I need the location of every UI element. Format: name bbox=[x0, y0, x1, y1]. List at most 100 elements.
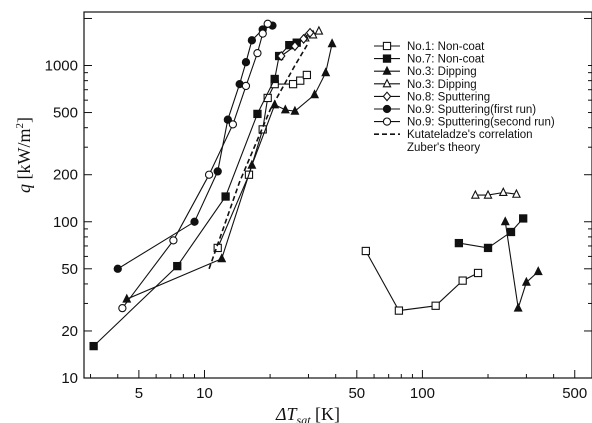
series-layer bbox=[89, 19, 543, 351]
legend-label: No.9: Sputtering(second run) bbox=[407, 117, 555, 129]
plot-frame bbox=[83, 11, 592, 379]
legend-item: No.7: Non-coat bbox=[374, 54, 485, 66]
series-1 bbox=[213, 70, 483, 315]
axis-ticks bbox=[84, 17, 592, 379]
x-axis-title-main: ΔT bbox=[275, 404, 299, 423]
legend-label: No.1: Non-coat bbox=[407, 41, 485, 53]
legend-marker bbox=[382, 117, 392, 126]
data-point bbox=[394, 306, 404, 315]
legend-marker bbox=[382, 54, 392, 63]
series-3 bbox=[122, 38, 543, 312]
data-point bbox=[247, 36, 257, 45]
data-point bbox=[270, 74, 279, 84]
data-point bbox=[500, 216, 510, 226]
data-point bbox=[118, 303, 127, 313]
data-point bbox=[498, 187, 508, 197]
y-tick-label: 50 bbox=[61, 261, 78, 278]
data-point bbox=[217, 253, 227, 263]
legend-item: No.8: Sputtering bbox=[374, 91, 490, 103]
data-point bbox=[533, 266, 543, 276]
data-point bbox=[190, 217, 199, 226]
legend-marker bbox=[382, 41, 392, 51]
x-axis-title: ΔTsat [K] bbox=[275, 404, 340, 423]
y-axis-title-sup: 2 bbox=[14, 123, 26, 129]
legend-marker bbox=[382, 65, 392, 75]
data-point bbox=[258, 29, 267, 38]
data-point bbox=[263, 19, 272, 28]
legend-label: No.3: Dipping bbox=[407, 79, 477, 91]
y-tick-label: 500 bbox=[53, 105, 78, 122]
x-tick-label: 500 bbox=[562, 385, 587, 402]
y-axis-tick-labels: 10 20 50 100 200 500 1000 bbox=[45, 58, 78, 387]
x-tick-label: 100 bbox=[410, 385, 435, 402]
data-point bbox=[302, 70, 312, 80]
data-point bbox=[458, 276, 467, 285]
series-line bbox=[121, 23, 269, 309]
y-axis-title: q [kW/m2] bbox=[14, 117, 34, 193]
data-point bbox=[521, 276, 531, 286]
data-point bbox=[454, 238, 464, 248]
data-point bbox=[314, 25, 324, 35]
legend-marker bbox=[382, 104, 392, 114]
data-point bbox=[204, 170, 214, 179]
x-tick-label: 10 bbox=[196, 385, 213, 402]
legend-item: No.9: Sputtering(second run) bbox=[374, 117, 555, 129]
data-point bbox=[470, 189, 480, 199]
y-tick-label: 1000 bbox=[45, 58, 78, 75]
data-point bbox=[513, 302, 523, 312]
legend-background bbox=[366, 37, 588, 157]
legend-label: Zuber's theory bbox=[407, 142, 480, 154]
series-line bbox=[217, 74, 308, 249]
legend-item: No.3: Dipping bbox=[374, 78, 477, 91]
data-point bbox=[483, 243, 493, 253]
series-line bbox=[475, 191, 517, 196]
data-point bbox=[321, 67, 331, 77]
data-point bbox=[290, 41, 300, 52]
legend-label: Kutateladze's correlation bbox=[407, 129, 533, 141]
data-point bbox=[221, 192, 230, 201]
data-point bbox=[228, 120, 238, 129]
series-line bbox=[504, 221, 539, 309]
data-point bbox=[288, 79, 298, 89]
data-point bbox=[173, 261, 182, 271]
data-point bbox=[276, 50, 286, 62]
series-8 bbox=[208, 42, 310, 270]
legend-label: No.9: Sputtering(first run) bbox=[407, 104, 536, 116]
y-axis-title-close: ] bbox=[14, 117, 34, 123]
data-point bbox=[241, 81, 251, 91]
series-line bbox=[208, 42, 310, 270]
x-axis-tick-labels: 5 10 50 100 500 bbox=[135, 385, 588, 402]
legend-item: No.1: Non-coat bbox=[374, 41, 485, 53]
y-axis-title-main: q bbox=[14, 184, 34, 193]
data-point bbox=[506, 227, 516, 237]
y-axis-title-unit: [kW/m bbox=[14, 129, 34, 185]
x-axis-title-unit: [K] bbox=[311, 404, 341, 423]
data-point bbox=[519, 214, 528, 223]
data-point bbox=[247, 159, 257, 169]
data-point bbox=[305, 27, 315, 38]
data-point bbox=[89, 341, 98, 351]
x-tick-label: 50 bbox=[348, 385, 365, 402]
x-tick-label: 5 bbox=[135, 385, 143, 402]
data-point bbox=[213, 167, 222, 176]
y-tick-label: 200 bbox=[53, 167, 78, 184]
data-point bbox=[290, 105, 300, 115]
series-6 bbox=[113, 21, 277, 273]
data-point bbox=[241, 58, 251, 67]
series-5 bbox=[276, 27, 315, 62]
data-point bbox=[327, 38, 337, 48]
data-point bbox=[361, 246, 370, 256]
legend-label: No.7: Non-coat bbox=[407, 54, 485, 66]
y-tick-label: 10 bbox=[61, 370, 78, 387]
data-point bbox=[483, 189, 493, 199]
data-point bbox=[310, 89, 320, 99]
legend-label: No.3: Dipping bbox=[407, 66, 477, 78]
data-point bbox=[113, 264, 122, 273]
legend-marker bbox=[382, 91, 392, 102]
legend-item: No.9: Sputtering(first run) bbox=[374, 104, 536, 116]
series-7 bbox=[118, 19, 272, 313]
data-point bbox=[253, 109, 262, 119]
series-line bbox=[280, 32, 311, 57]
